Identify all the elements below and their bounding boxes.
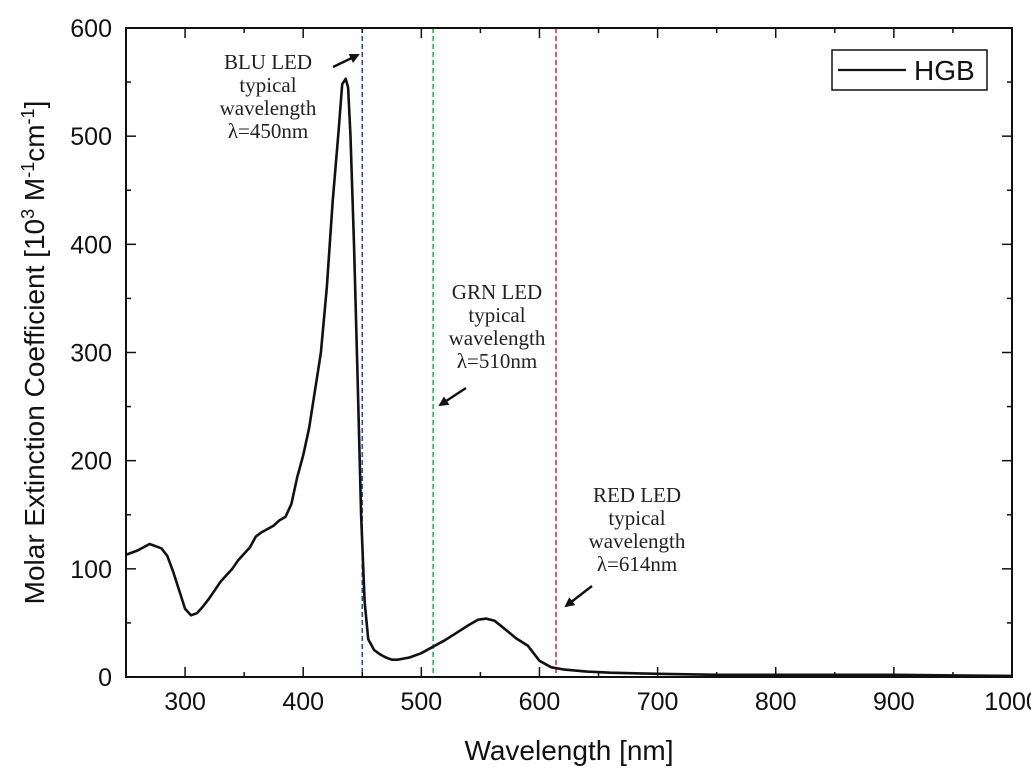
y-tick-label: 600	[70, 15, 112, 43]
x-axis-title: Wavelength [nm]	[464, 735, 673, 766]
y-tick-label: 100	[70, 556, 112, 584]
grn-annotation-line: GRN LED	[452, 280, 542, 304]
red-annotation-line: wavelength	[589, 529, 686, 553]
legend-label: HGB	[914, 55, 975, 86]
y-tick-label: 300	[70, 340, 112, 368]
red-annotation-line: RED LED	[593, 483, 681, 507]
blu-annotation-arrow	[332, 53, 360, 69]
y-axis-title-superscript: -1	[18, 108, 38, 124]
x-tick-label: 700	[637, 688, 679, 716]
x-tick-label: 500	[400, 688, 442, 716]
blu-annotation-line: BLU LED	[224, 50, 312, 74]
grn-annotation-line: wavelength	[449, 326, 546, 350]
axis-ticks	[125, 27, 1013, 678]
red-annotation-line: typical	[608, 506, 665, 530]
y-axis-title-part: ]	[19, 101, 50, 109]
red-annotation-arrow	[564, 585, 593, 608]
legend: HGB	[831, 49, 988, 91]
x-tick-label: 900	[873, 688, 915, 716]
grn-annotation-line: typical	[468, 303, 525, 327]
y-axis-title: Molar Extinction Coefficient [103 M-1cm-…	[18, 101, 50, 605]
blu-annotation-line: typical	[239, 73, 296, 97]
y-tick-label: 500	[70, 123, 112, 151]
y-axis-title-part: M	[19, 178, 50, 209]
x-tick-label: 800	[755, 688, 797, 716]
grn-annotation-arrow	[438, 386, 467, 407]
x-tick-label: 300	[164, 688, 206, 716]
y-axis-title-superscript: 3	[18, 209, 38, 219]
grn-annotation-line: λ=510nm	[457, 349, 537, 373]
blu-annotation-line: wavelength	[220, 96, 317, 120]
y-tick-label: 0	[98, 664, 112, 692]
blu-annotation-line: λ=450nm	[228, 119, 308, 143]
y-axis-title-superscript: -1	[18, 162, 38, 178]
y-tick-label: 400	[70, 231, 112, 259]
red-annotation-line: λ=614nm	[597, 552, 677, 576]
x-tick-label: 400	[282, 688, 324, 716]
x-tick-label: 600	[519, 688, 561, 716]
series-line-hgb	[125, 77, 1013, 678]
series-layer	[125, 77, 1013, 678]
y-axis-title-part: Molar Extinction Coefficient [10	[19, 219, 50, 604]
y-tick-label: 200	[70, 448, 112, 476]
y-axis-title-part: cm	[19, 124, 50, 161]
